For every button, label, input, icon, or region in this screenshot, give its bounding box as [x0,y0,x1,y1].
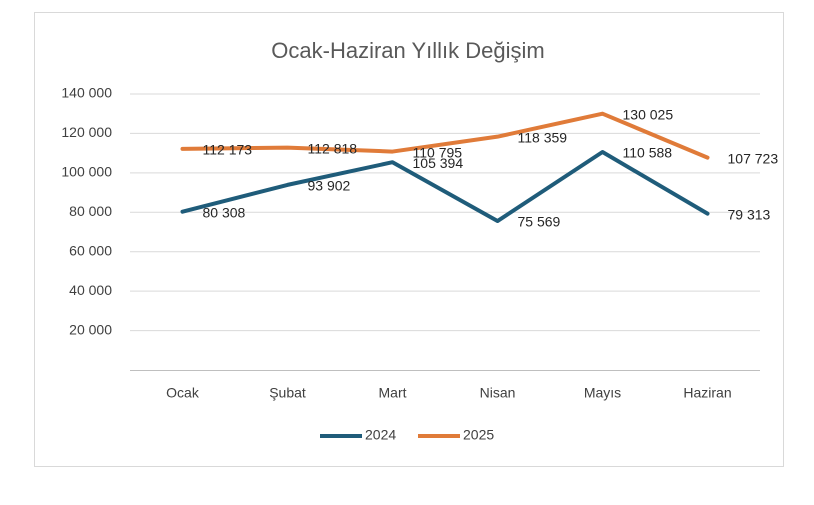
data-label: 110 795 [413,144,463,160]
x-tick-label: Ocak [166,385,200,401]
data-label: 110 588 [623,145,673,161]
chart-frame [34,12,784,467]
data-label: 112 818 [308,140,358,156]
legend-label: 2025 [463,427,494,443]
y-tick-label: 40 000 [69,282,112,298]
chart-title: Ocak-Haziran Yıllık Değişim [271,38,544,63]
data-label: 93 902 [308,178,351,194]
data-label: 130 025 [623,106,674,122]
y-tick-label: 20 000 [69,321,112,337]
series-line [180,111,710,160]
x-tick-label: Nisan [480,385,516,401]
data-label: 118 359 [518,129,568,145]
data-label: 105 394 [413,155,464,171]
y-tick-label: 80 000 [69,203,112,219]
legend-label: 2024 [365,427,396,443]
y-tick-label: 120 000 [61,124,112,140]
y-tick-label: 140 000 [61,85,112,101]
x-tick-label: Mart [379,385,407,401]
series-line [180,149,710,224]
y-tick-label: 100 000 [61,164,112,180]
x-tick-label: Haziran [683,385,731,401]
data-label: 80 308 [203,204,246,220]
x-tick-label: Şubat [269,385,306,401]
data-label: 112 173 [203,142,253,158]
x-tick-label: Mayıs [584,385,621,401]
data-label: 75 569 [518,214,561,230]
data-label: 79 313 [728,206,771,222]
data-label: 107 723 [728,150,779,166]
y-tick-label: 60 000 [69,242,112,258]
